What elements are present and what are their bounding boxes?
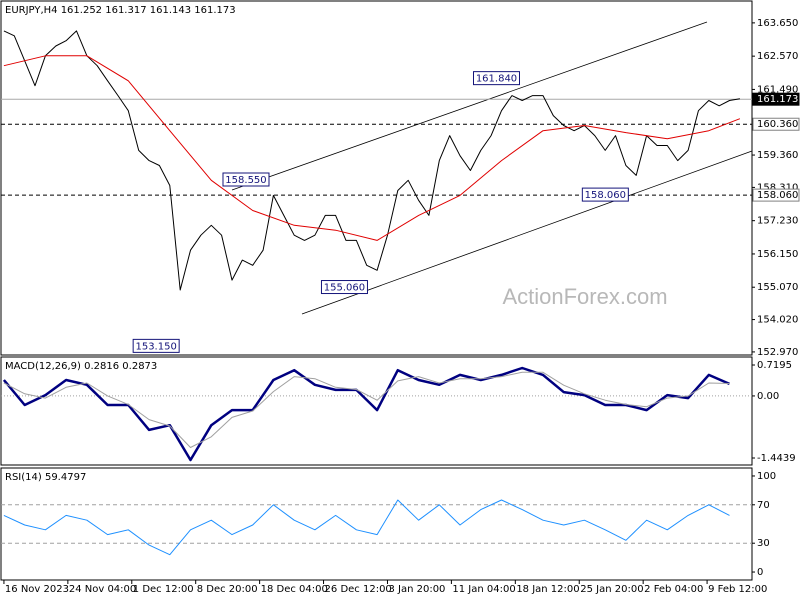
annotation-box bbox=[320, 280, 368, 295]
series-line bbox=[3, 499, 730, 556]
y-tick-label: 152.970 bbox=[757, 347, 798, 358]
y-tick-label: 157.230 bbox=[757, 216, 798, 227]
series-line bbox=[3, 55, 741, 241]
annotation-box bbox=[472, 71, 520, 86]
x-tick-label: 8 Dec 20:00 bbox=[197, 584, 258, 595]
y-tick-label: 70 bbox=[757, 500, 770, 511]
x-tick-label: 25 Jan 20:00 bbox=[580, 584, 643, 595]
annotation-label: 161.840 bbox=[476, 74, 517, 85]
y-tick-label: -1.4439 bbox=[757, 453, 796, 464]
annotation-label: 153.150 bbox=[135, 341, 176, 352]
rsi-panel-frame bbox=[0, 467, 753, 581]
y-tick-label: 100 bbox=[757, 471, 776, 482]
x-tick-label: 24 Nov 04:00 bbox=[69, 584, 136, 595]
y-tick-label: 0 bbox=[757, 567, 763, 578]
level-label-box bbox=[752, 188, 800, 202]
series-line bbox=[3, 371, 730, 448]
x-tick-label: 16 Nov 2023 bbox=[5, 584, 69, 595]
y-tick-label: 0.7195 bbox=[757, 360, 792, 371]
panel-title: EURJPY,H4 161.252 161.317 161.143 161.17… bbox=[5, 5, 236, 16]
annotation-label: 155.060 bbox=[324, 283, 365, 294]
y-tick-label: 159.360 bbox=[757, 150, 798, 161]
annotation-label: 158.550 bbox=[225, 175, 266, 186]
annotation-box bbox=[581, 187, 629, 202]
macd-panel-frame bbox=[0, 356, 753, 466]
level-label: 160.360 bbox=[757, 119, 798, 130]
x-tick-label: 26 Dec 12:00 bbox=[325, 584, 392, 595]
y-tick-label: 163.650 bbox=[757, 18, 798, 29]
x-tick-label: 11 Jan 04:00 bbox=[452, 584, 515, 595]
annotation-box bbox=[132, 338, 180, 353]
y-tick-label: 162.570 bbox=[757, 51, 798, 62]
y-tick-label: 30 bbox=[757, 538, 770, 549]
channel-upper-line bbox=[231, 21, 708, 191]
price-panel-frame bbox=[0, 0, 753, 356]
panel bbox=[1, 499, 752, 556]
x-tick-label: 9 Feb 12:00 bbox=[708, 584, 767, 595]
x-tick-label: 1 Dec 12:00 bbox=[133, 584, 194, 595]
annotation-label: 158.060 bbox=[585, 190, 626, 201]
level-label-box bbox=[752, 92, 800, 106]
panel-title: MACD(12,26,9) 0.2816 0.2873 bbox=[5, 361, 157, 372]
level-label: 161.173 bbox=[757, 94, 798, 105]
channel-lower-line bbox=[301, 150, 753, 315]
x-tick-label: 18 Jan 12:00 bbox=[516, 584, 579, 595]
watermark: ActionForex.com bbox=[502, 284, 667, 309]
series-line bbox=[3, 30, 740, 291]
layout bbox=[0, 0, 753, 581]
x-tick-label: 3 Jan 20:00 bbox=[388, 584, 445, 595]
x-tick-label: 2 Feb 04:00 bbox=[644, 584, 703, 595]
y-tick-label: 156.150 bbox=[757, 249, 798, 260]
panel-title: RSI(14) 59.4797 bbox=[5, 472, 86, 483]
y-tick-label: 155.070 bbox=[757, 282, 798, 293]
series-line bbox=[2, 366, 730, 462]
y-tick-label: 0.00 bbox=[757, 391, 779, 402]
y-tick-label: 161.490 bbox=[757, 84, 798, 95]
y-tick-label: 158.310 bbox=[757, 182, 798, 193]
level-label-box bbox=[752, 117, 800, 131]
x-tick-label: 18 Dec 04:00 bbox=[261, 584, 328, 595]
y-tick-label: 154.020 bbox=[757, 315, 798, 326]
panel bbox=[1, 366, 752, 462]
level-label: 158.060 bbox=[757, 190, 798, 201]
annotation-box bbox=[222, 172, 270, 187]
